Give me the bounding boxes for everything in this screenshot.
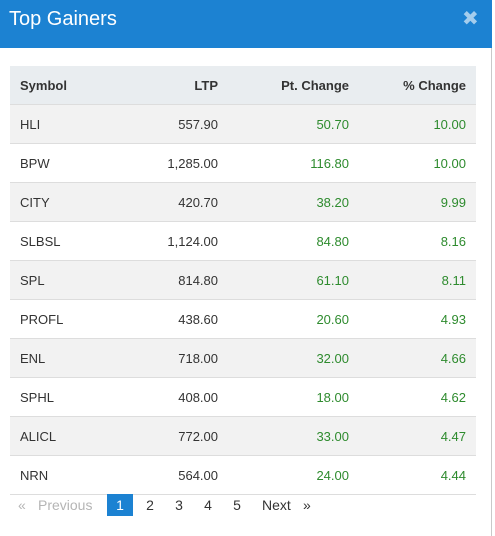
next-arrow-icon[interactable]: » bbox=[303, 497, 311, 513]
symbol-cell: SLBSL bbox=[10, 221, 120, 261]
ltp-cell: 772.00 bbox=[120, 416, 218, 456]
symbol-cell: PROFL bbox=[10, 299, 120, 339]
symbol-cell: NRN bbox=[10, 455, 120, 495]
symbol-cell: HLI bbox=[10, 104, 120, 144]
symbol-cell: BPW bbox=[10, 143, 120, 183]
modal-header: Top Gainers ✖ bbox=[0, 0, 492, 48]
pt-change-cell: 50.70 bbox=[218, 104, 349, 144]
symbol-cell: ALICL bbox=[10, 416, 120, 456]
pct-change-cell: 4.44 bbox=[349, 455, 476, 495]
ltp-cell: 420.70 bbox=[120, 182, 218, 222]
close-icon[interactable]: ✖ bbox=[462, 8, 479, 30]
modal-title: Top Gainers bbox=[9, 8, 117, 30]
page-1-button[interactable]: 1 bbox=[107, 494, 133, 516]
table-row[interactable]: PROFL 438.60 20.60 4.93 bbox=[10, 299, 476, 339]
pt-change-cell: 38.20 bbox=[218, 182, 349, 222]
symbol-cell: SPL bbox=[10, 260, 120, 300]
ltp-cell: 1,285.00 bbox=[120, 143, 218, 183]
gainers-table: Symbol LTP Pt. Change % Change HLI 557.9… bbox=[10, 66, 476, 495]
ltp-cell: 564.00 bbox=[120, 455, 218, 495]
pt-change-cell: 18.00 bbox=[218, 377, 349, 417]
next-button[interactable]: Next bbox=[262, 497, 291, 513]
header-ltp[interactable]: LTP bbox=[120, 66, 218, 105]
ltp-cell: 438.60 bbox=[120, 299, 218, 339]
pt-change-cell: 20.60 bbox=[218, 299, 349, 339]
pt-change-cell: 84.80 bbox=[218, 221, 349, 261]
header-symbol[interactable]: Symbol bbox=[10, 66, 120, 105]
ltp-cell: 718.00 bbox=[120, 338, 218, 378]
table-row[interactable]: ALICL 772.00 33.00 4.47 bbox=[10, 416, 476, 456]
pct-change-cell: 4.93 bbox=[349, 299, 476, 339]
header-pct-change[interactable]: % Change bbox=[349, 66, 476, 105]
symbol-cell: SPHL bbox=[10, 377, 120, 417]
ltp-cell: 557.90 bbox=[120, 104, 218, 144]
page-5-button[interactable]: 5 bbox=[233, 497, 241, 513]
pct-change-cell: 10.00 bbox=[349, 104, 476, 144]
header-pt-change[interactable]: Pt. Change bbox=[218, 66, 349, 105]
table-row[interactable]: SPL 814.80 61.10 8.11 bbox=[10, 260, 476, 300]
page-2-button[interactable]: 2 bbox=[146, 497, 154, 513]
pt-change-cell: 116.80 bbox=[218, 143, 349, 183]
table-row[interactable]: SPHL 408.00 18.00 4.62 bbox=[10, 377, 476, 417]
table-row[interactable]: NRN 564.00 24.00 4.44 bbox=[10, 455, 476, 495]
table-row[interactable]: HLI 557.90 50.70 10.00 bbox=[10, 104, 476, 144]
pct-change-cell: 10.00 bbox=[349, 143, 476, 183]
previous-button: Previous bbox=[38, 497, 93, 513]
ltp-cell: 408.00 bbox=[120, 377, 218, 417]
table-row[interactable]: SLBSL 1,124.00 84.80 8.16 bbox=[10, 221, 476, 261]
page-4-button[interactable]: 4 bbox=[204, 497, 212, 513]
symbol-cell: CITY bbox=[10, 182, 120, 222]
ltp-cell: 1,124.00 bbox=[120, 221, 218, 261]
table-row[interactable]: CITY 420.70 38.20 9.99 bbox=[10, 182, 476, 222]
table-header-row: Symbol LTP Pt. Change % Change bbox=[10, 66, 476, 105]
pct-change-cell: 8.11 bbox=[349, 260, 476, 300]
page-3-button[interactable]: 3 bbox=[175, 497, 183, 513]
pct-change-cell: 8.16 bbox=[349, 221, 476, 261]
ltp-cell: 814.80 bbox=[120, 260, 218, 300]
pct-change-cell: 4.66 bbox=[349, 338, 476, 378]
pt-change-cell: 61.10 bbox=[218, 260, 349, 300]
symbol-cell: ENL bbox=[10, 338, 120, 378]
pt-change-cell: 24.00 bbox=[218, 455, 349, 495]
pt-change-cell: 33.00 bbox=[218, 416, 349, 456]
pct-change-cell: 4.62 bbox=[349, 377, 476, 417]
pt-change-cell: 32.00 bbox=[218, 338, 349, 378]
table-row[interactable]: ENL 718.00 32.00 4.66 bbox=[10, 338, 476, 378]
table-row[interactable]: BPW 1,285.00 116.80 10.00 bbox=[10, 143, 476, 183]
prev-arrow-icon: « bbox=[18, 497, 26, 513]
pct-change-cell: 4.47 bbox=[349, 416, 476, 456]
pct-change-cell: 9.99 bbox=[349, 182, 476, 222]
